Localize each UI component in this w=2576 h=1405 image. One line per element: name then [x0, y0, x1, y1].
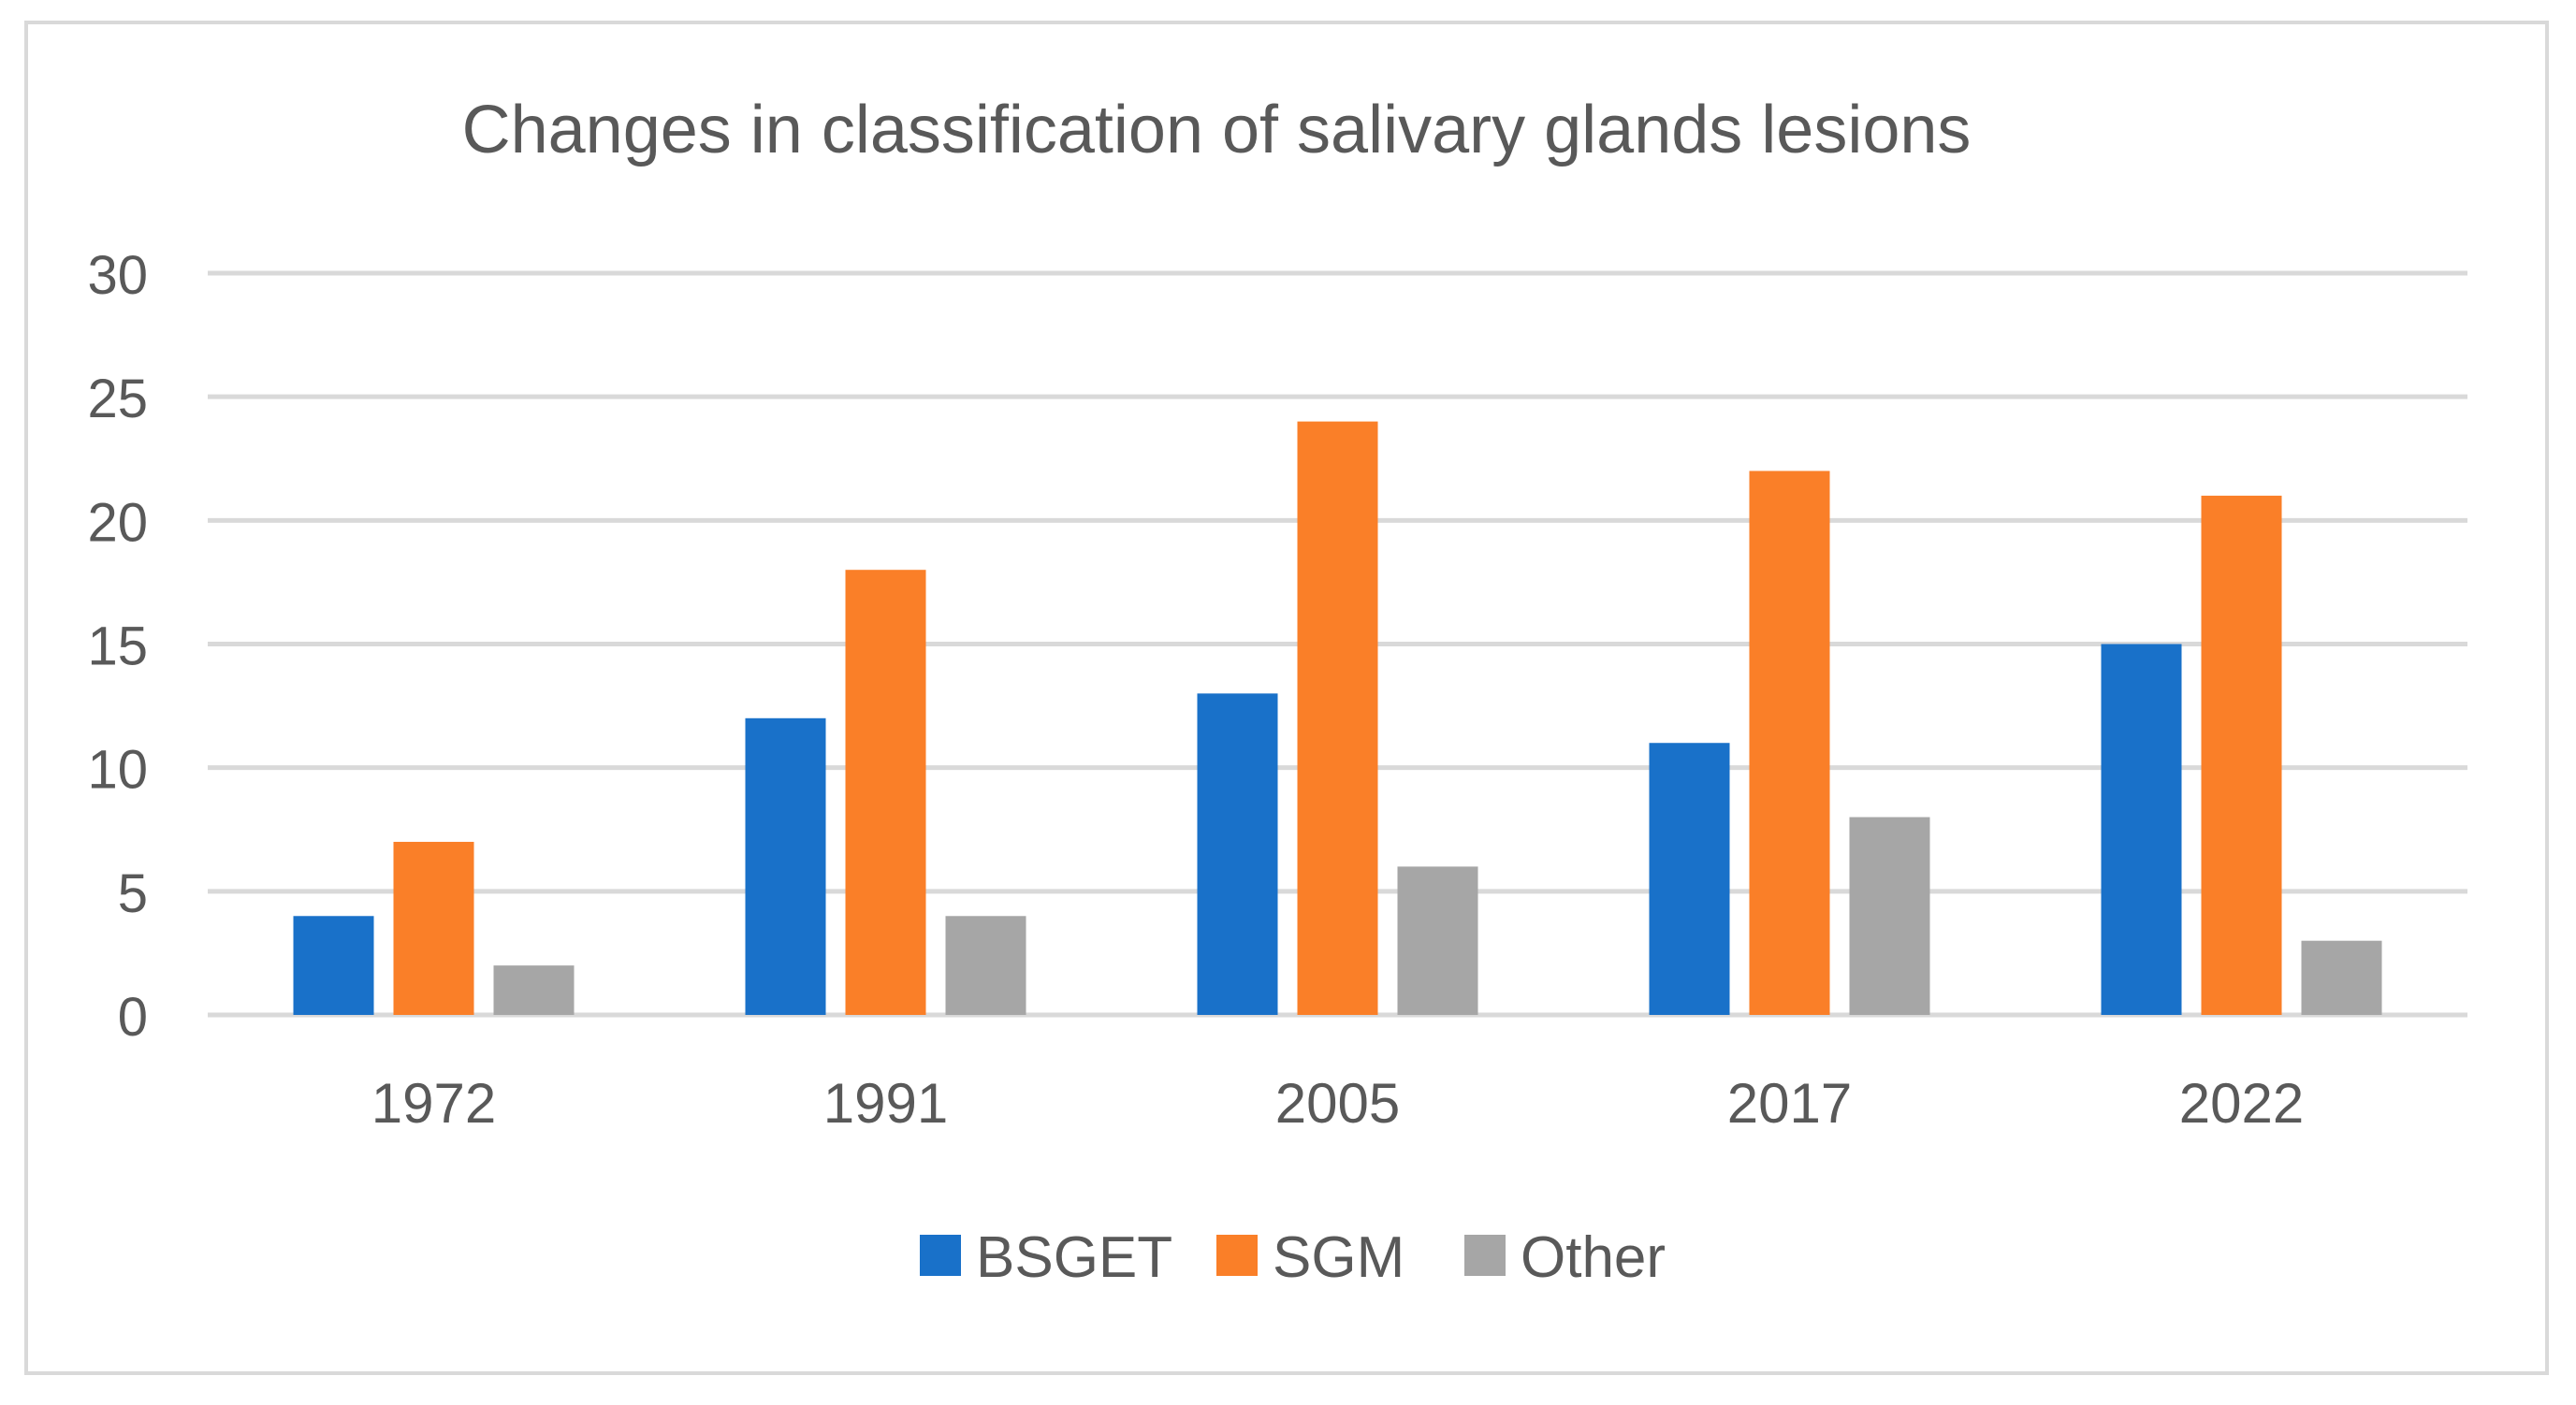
- y-tick-label: 15: [87, 616, 148, 677]
- bar-bsget-2005: [1197, 693, 1278, 1015]
- y-axis-ticks: 0 5 10 15 20 25 30: [87, 245, 148, 1048]
- x-tick-label: 1972: [371, 1072, 496, 1135]
- bar-sgm-2022: [2201, 495, 2282, 1015]
- bar-sgm-1972: [393, 841, 474, 1015]
- x-tick-label: 2022: [2179, 1072, 2304, 1135]
- legend-swatch: [1216, 1235, 1258, 1276]
- legend-item-other: Other: [1464, 1225, 1666, 1290]
- bar-sgm-2005: [1297, 421, 1378, 1016]
- legend: BSGET SGM Other: [920, 1225, 1666, 1290]
- bar-other-2017: [1849, 817, 1930, 1015]
- legend-swatch: [1464, 1235, 1506, 1276]
- bar-bsget-1972: [293, 916, 374, 1015]
- bar-other-2022: [2301, 940, 2382, 1015]
- x-tick-label: 1991: [823, 1072, 948, 1135]
- legend-label: Other: [1521, 1225, 1666, 1290]
- y-tick-label: 30: [87, 245, 148, 306]
- bar-sgm-2017: [1749, 471, 1830, 1015]
- bar-other-1991: [945, 916, 1026, 1015]
- legend-item-sgm: SGM: [1216, 1225, 1404, 1290]
- bar-bsget-2022: [2101, 644, 2182, 1015]
- y-tick-label: 20: [87, 492, 148, 553]
- bar-other-2005: [1397, 866, 1478, 1015]
- bars: [293, 421, 2382, 1016]
- x-tick-label: 2017: [1727, 1072, 1852, 1135]
- legend-label: SGM: [1273, 1225, 1404, 1290]
- legend-label: BSGET: [976, 1225, 1172, 1290]
- y-tick-label: 5: [118, 863, 148, 924]
- y-tick-label: 0: [118, 987, 148, 1048]
- bar-bsget-2017: [1649, 743, 1730, 1015]
- x-tick-label: 2005: [1275, 1072, 1400, 1135]
- legend-swatch: [920, 1235, 961, 1276]
- y-tick-label: 25: [87, 369, 148, 429]
- legend-item-bsget: BSGET: [920, 1225, 1172, 1290]
- x-axis-ticks: 1972 1991 2005 2017 2022: [371, 1072, 2304, 1135]
- chart-title: Changes in classification of salivary gl…: [462, 93, 1972, 167]
- bar-other-1972: [493, 965, 575, 1015]
- bar-bsget-1991: [745, 717, 826, 1015]
- y-tick-label: 10: [87, 740, 148, 801]
- bar-sgm-1991: [845, 570, 926, 1015]
